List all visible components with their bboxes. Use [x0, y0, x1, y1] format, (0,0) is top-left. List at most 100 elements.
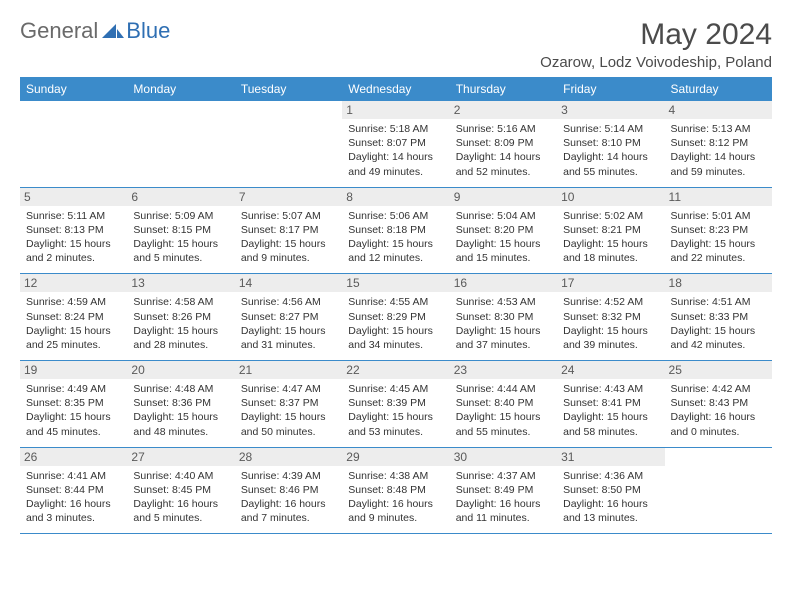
day-number: 9 — [450, 188, 557, 206]
day-info: Sunrise: 4:40 AMSunset: 8:45 PMDaylight:… — [133, 469, 228, 526]
calendar-row: 19Sunrise: 4:49 AMSunset: 8:35 PMDayligh… — [20, 361, 772, 448]
day-info: Sunrise: 4:53 AMSunset: 8:30 PMDaylight:… — [456, 295, 551, 352]
dayhead-sunday: Sunday — [20, 77, 127, 101]
day-number: 16 — [450, 274, 557, 292]
day-number: 2 — [450, 101, 557, 119]
day-info: Sunrise: 5:14 AMSunset: 8:10 PMDaylight:… — [563, 122, 658, 179]
day-info: Sunrise: 5:01 AMSunset: 8:23 PMDaylight:… — [671, 209, 766, 266]
day-cell: 9 Sunrise: 5:04 AMSunset: 8:20 PMDaylight… — [450, 187, 557, 274]
day-cell: 23Sunrise: 4:44 AMSunset: 8:40 PMDayligh… — [450, 361, 557, 448]
day-number: 28 — [235, 448, 342, 466]
day-info: Sunrise: 4:37 AMSunset: 8:49 PMDaylight:… — [456, 469, 551, 526]
day-cell: 16 Sunrise: 4:53 AMSunset: 8:30 PMDayligh… — [450, 274, 557, 361]
day-cell: 17 Sunrise: 4:52 AMSunset: 8:32 PMDayligh… — [557, 274, 664, 361]
day-number: 15 — [342, 274, 449, 292]
logo-text-general: General — [20, 18, 98, 44]
day-number: 27 — [127, 448, 234, 466]
empty-cell — [127, 101, 234, 187]
day-cell: 6 Sunrise: 5:09 AMSunset: 8:15 PMDaylight… — [127, 187, 234, 274]
day-info: Sunrise: 4:41 AMSunset: 8:44 PMDaylight:… — [26, 469, 121, 526]
dayhead-friday: Friday — [557, 77, 664, 101]
day-info: Sunrise: 4:43 AMSunset: 8:41 PMDaylight:… — [563, 382, 658, 439]
day-info: Sunrise: 4:49 AMSunset: 8:35 PMDaylight:… — [26, 382, 121, 439]
calendar-row: 12 Sunrise: 4:59 AMSunset: 8:24 PMDayligh… — [20, 274, 772, 361]
day-cell: 22Sunrise: 4:45 AMSunset: 8:39 PMDayligh… — [342, 361, 449, 448]
day-cell: 15Sunrise: 4:55 AMSunset: 8:29 PMDayligh… — [342, 274, 449, 361]
calendar-row: 1 Sunrise: 5:18 AMSunset: 8:07 PMDaylight… — [20, 101, 772, 187]
empty-cell — [235, 101, 342, 187]
weekday-header-row: Sunday Monday Tuesday Wednesday Thursday… — [20, 77, 772, 101]
day-number: 30 — [450, 448, 557, 466]
day-cell: 12 Sunrise: 4:59 AMSunset: 8:24 PMDayligh… — [20, 274, 127, 361]
dayhead-tuesday: Tuesday — [235, 77, 342, 101]
day-info: Sunrise: 5:04 AMSunset: 8:20 PMDaylight:… — [456, 209, 551, 266]
day-cell: 1 Sunrise: 5:18 AMSunset: 8:07 PMDaylight… — [342, 101, 449, 187]
day-cell: 8 Sunrise: 5:06 AMSunset: 8:18 PMDaylight… — [342, 187, 449, 274]
day-info: Sunrise: 4:39 AMSunset: 8:46 PMDaylight:… — [241, 469, 336, 526]
day-number: 11 — [665, 188, 772, 206]
day-info: Sunrise: 4:58 AMSunset: 8:26 PMDaylight:… — [133, 295, 228, 352]
day-number: 4 — [665, 101, 772, 119]
day-info: Sunrise: 4:38 AMSunset: 8:48 PMDaylight:… — [348, 469, 443, 526]
day-cell: 10Sunrise: 5:02 AMSunset: 8:21 PMDayligh… — [557, 187, 664, 274]
day-info: Sunrise: 4:48 AMSunset: 8:36 PMDaylight:… — [133, 382, 228, 439]
day-number: 5 — [20, 188, 127, 206]
day-number: 18 — [665, 274, 772, 292]
calendar-row: 26 Sunrise: 4:41 AMSunset: 8:44 PMDayligh… — [20, 447, 772, 534]
header: General Blue May 2024 Ozarow, Lodz Voivo… — [20, 18, 772, 71]
day-number: 13 — [127, 274, 234, 292]
day-info: Sunrise: 4:47 AMSunset: 8:37 PMDaylight:… — [241, 382, 336, 439]
day-cell: 28 Sunrise: 4:39 AMSunset: 8:46 PMDayligh… — [235, 447, 342, 534]
day-info: Sunrise: 4:51 AMSunset: 8:33 PMDaylight:… — [671, 295, 766, 352]
logo-sail-icon — [102, 23, 124, 39]
day-info: Sunrise: 4:59 AMSunset: 8:24 PMDaylight:… — [26, 295, 121, 352]
dayhead-wednesday: Wednesday — [342, 77, 449, 101]
day-info: Sunrise: 4:45 AMSunset: 8:39 PMDaylight:… — [348, 382, 443, 439]
day-cell: 11 Sunrise: 5:01 AMSunset: 8:23 PMDayligh… — [665, 187, 772, 274]
day-cell: 2 Sunrise: 5:16 AMSunset: 8:09 PMDaylight… — [450, 101, 557, 187]
day-number: 26 — [20, 448, 127, 466]
day-info: Sunrise: 5:09 AMSunset: 8:15 PMDaylight:… — [133, 209, 228, 266]
day-info: Sunrise: 5:13 AMSunset: 8:12 PMDaylight:… — [671, 122, 766, 179]
day-number: 7 — [235, 188, 342, 206]
title-block: May 2024 Ozarow, Lodz Voivodeship, Polan… — [540, 18, 772, 71]
day-cell: 24Sunrise: 4:43 AMSunset: 8:41 PMDayligh… — [557, 361, 664, 448]
dayhead-monday: Monday — [127, 77, 234, 101]
day-info: Sunrise: 5:02 AMSunset: 8:21 PMDaylight:… — [563, 209, 658, 266]
day-cell: 29 Sunrise: 4:38 AMSunset: 8:48 PMDayligh… — [342, 447, 449, 534]
day-info: Sunrise: 4:52 AMSunset: 8:32 PMDaylight:… — [563, 295, 658, 352]
day-cell: 31Sunrise: 4:36 AMSunset: 8:50 PMDayligh… — [557, 447, 664, 534]
day-info: Sunrise: 5:16 AMSunset: 8:09 PMDaylight:… — [456, 122, 551, 179]
day-number: 12 — [20, 274, 127, 292]
day-cell: 30 Sunrise: 4:37 AMSunset: 8:49 PMDayligh… — [450, 447, 557, 534]
day-info: Sunrise: 5:18 AMSunset: 8:07 PMDaylight:… — [348, 122, 443, 179]
day-cell: 20 Sunrise: 4:48 AMSunset: 8:36 PMDayligh… — [127, 361, 234, 448]
day-number: 3 — [557, 101, 664, 119]
day-number: 8 — [342, 188, 449, 206]
empty-cell — [20, 101, 127, 187]
day-number: 14 — [235, 274, 342, 292]
day-cell: 4 Sunrise: 5:13 AMSunset: 8:12 PMDaylight… — [665, 101, 772, 187]
logo-text-blue: Blue — [126, 18, 170, 44]
day-info: Sunrise: 4:56 AMSunset: 8:27 PMDaylight:… — [241, 295, 336, 352]
day-cell: 21 Sunrise: 4:47 AMSunset: 8:37 PMDayligh… — [235, 361, 342, 448]
day-info: Sunrise: 5:06 AMSunset: 8:18 PMDaylight:… — [348, 209, 443, 266]
day-cell: 18 Sunrise: 4:51 AMSunset: 8:33 PMDayligh… — [665, 274, 772, 361]
month-title: May 2024 — [540, 18, 772, 52]
day-number: 17 — [557, 274, 664, 292]
day-info: Sunrise: 4:42 AMSunset: 8:43 PMDaylight:… — [671, 382, 766, 439]
day-number: 20 — [127, 361, 234, 379]
empty-cell — [665, 447, 772, 534]
day-cell: 25Sunrise: 4:42 AMSunset: 8:43 PMDayligh… — [665, 361, 772, 448]
day-cell: 27 Sunrise: 4:40 AMSunset: 8:45 PMDayligh… — [127, 447, 234, 534]
day-number: 1 — [342, 101, 449, 119]
day-number: 31 — [557, 448, 664, 466]
day-cell: 3 Sunrise: 5:14 AMSunset: 8:10 PMDaylight… — [557, 101, 664, 187]
day-number: 29 — [342, 448, 449, 466]
calendar-row: 5Sunrise: 5:11 AMSunset: 8:13 PMDaylight… — [20, 187, 772, 274]
day-cell: 5Sunrise: 5:11 AMSunset: 8:13 PMDaylight… — [20, 187, 127, 274]
day-cell: 26 Sunrise: 4:41 AMSunset: 8:44 PMDayligh… — [20, 447, 127, 534]
day-number: 23 — [450, 361, 557, 379]
day-number: 21 — [235, 361, 342, 379]
day-number: 6 — [127, 188, 234, 206]
